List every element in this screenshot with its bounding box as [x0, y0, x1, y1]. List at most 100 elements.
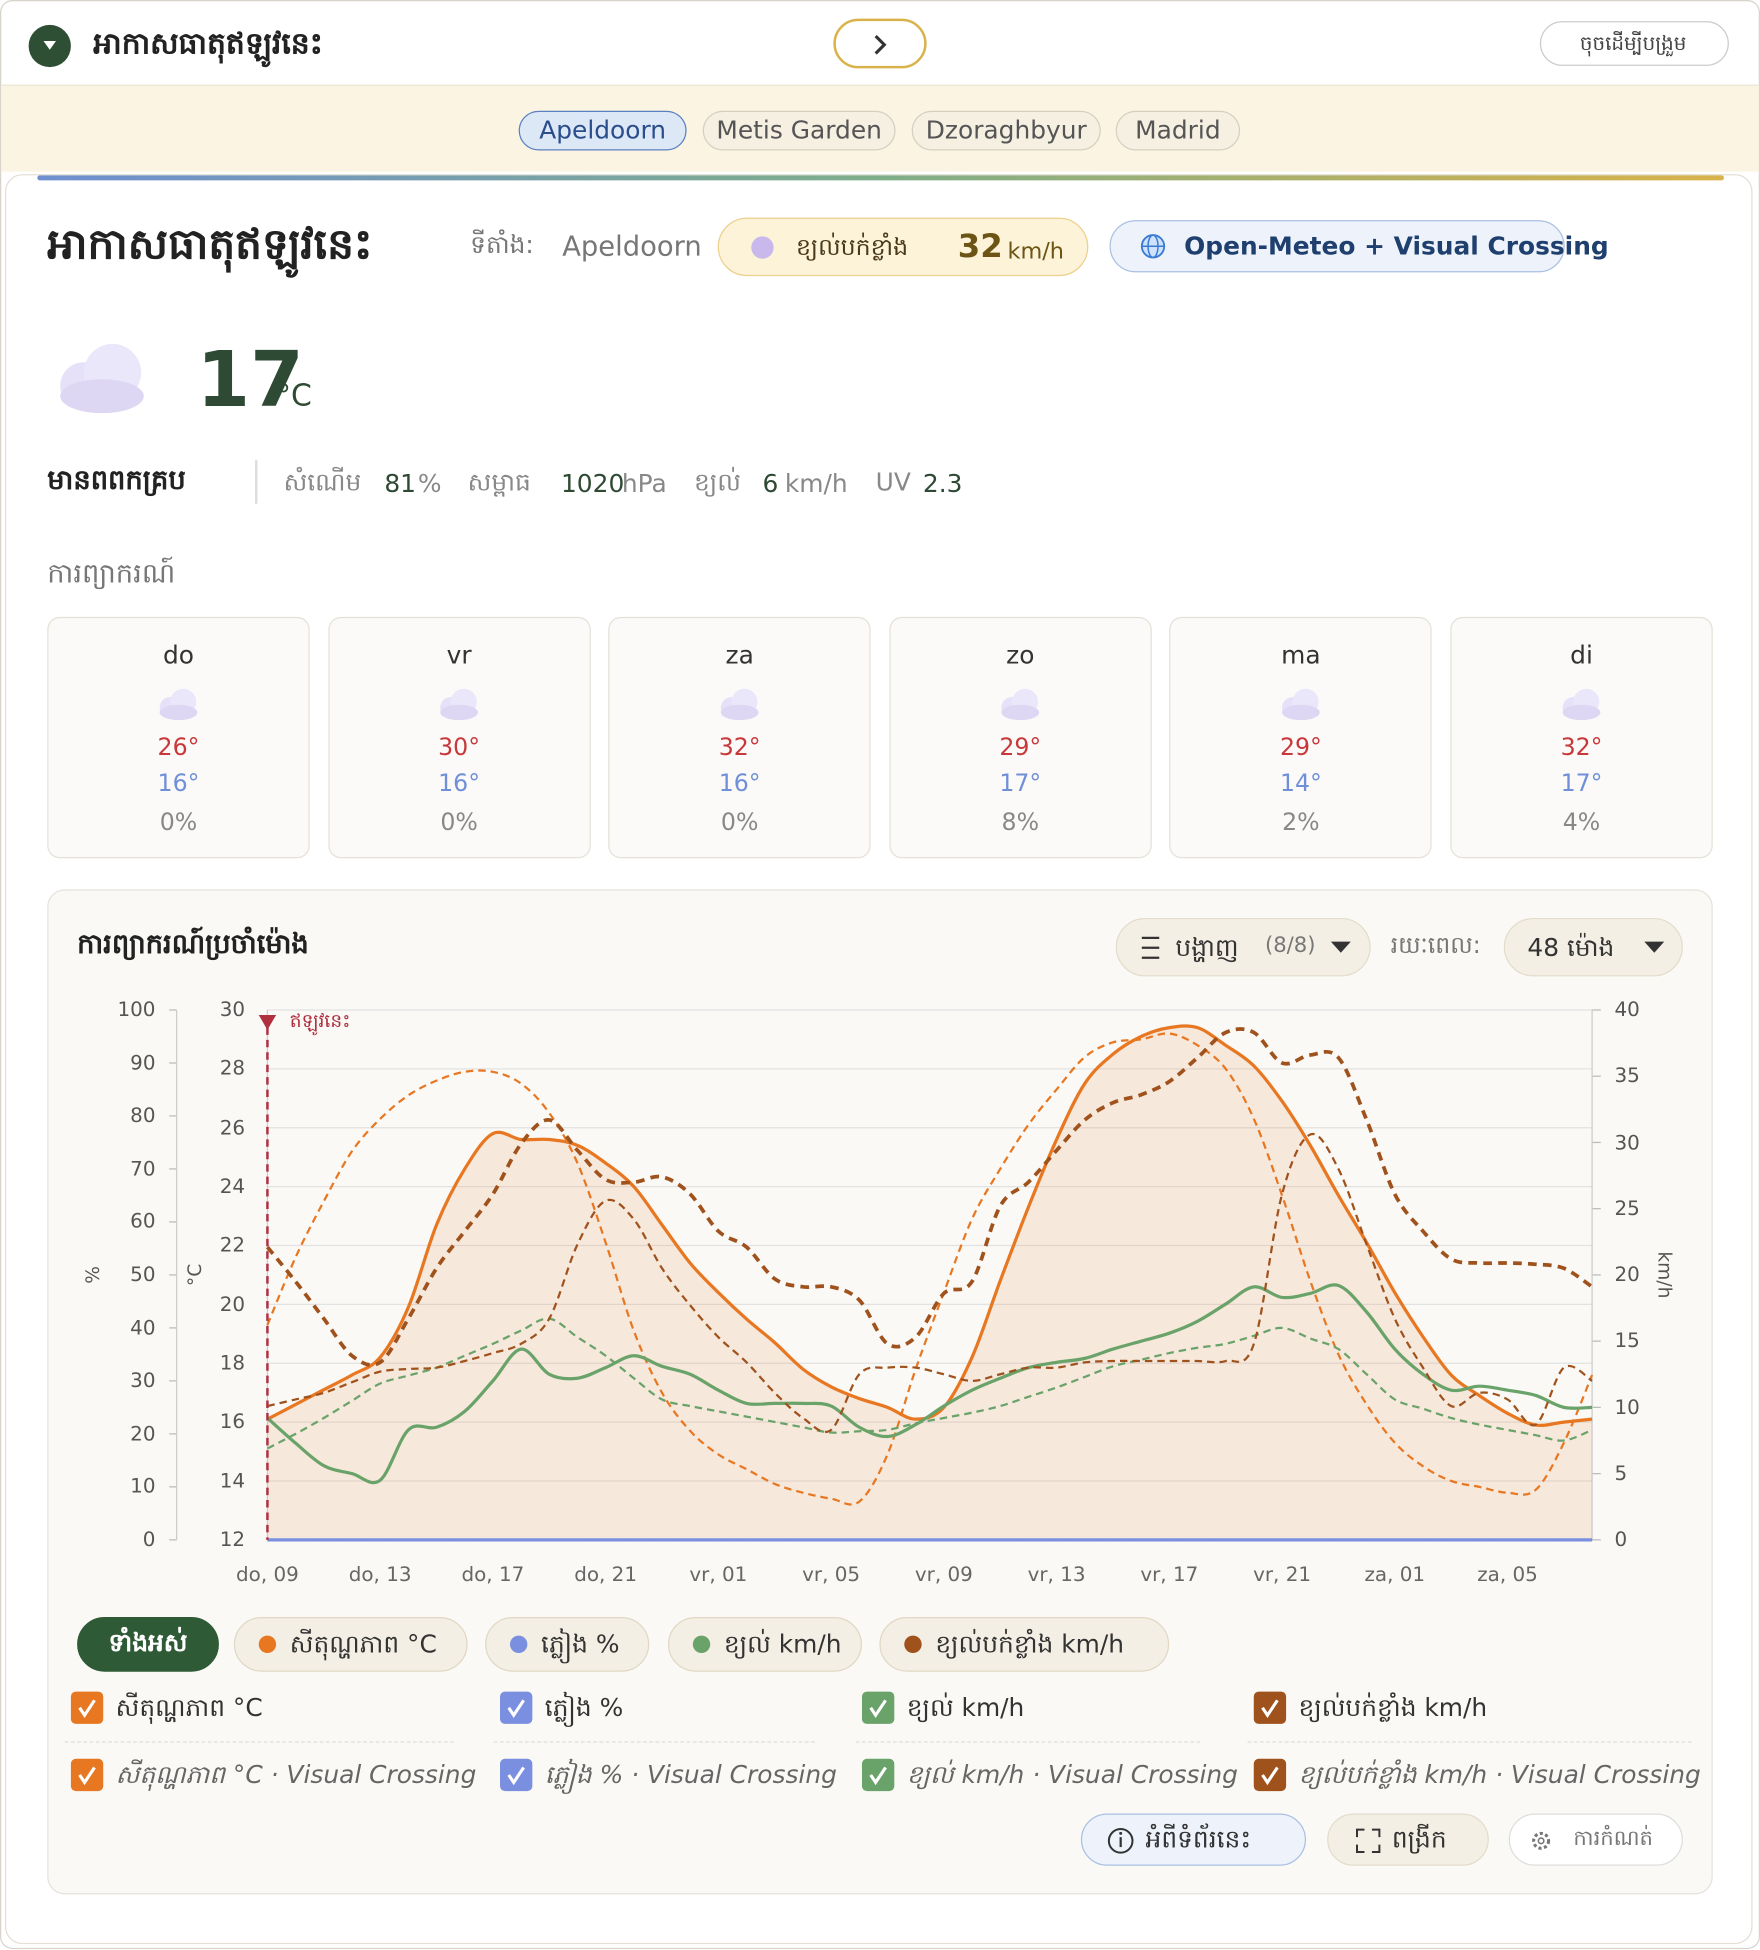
- day-name: za: [725, 639, 754, 670]
- accent-bar: [37, 175, 1724, 181]
- x-tick-label: vr, 21: [1253, 1562, 1312, 1586]
- location-tab[interactable]: [702, 110, 896, 151]
- chip-label: ទាំងអស់: [108, 1627, 188, 1658]
- location-label: ទីតាំង:: [470, 229, 534, 260]
- x-tick-label: do, 13: [348, 1562, 412, 1586]
- detail-label: សម្ពាធ: [467, 467, 531, 497]
- y2-tick-label: 35: [1614, 1063, 1640, 1088]
- day-precip: 0%: [720, 808, 759, 837]
- nav-button[interactable]: [833, 18, 927, 69]
- detail-label: សំណើម: [283, 467, 362, 497]
- chip-label: ខ្យល់ km/h: [723, 1628, 842, 1659]
- temperature-unit: °C: [276, 378, 312, 413]
- y2-tick-label: 20: [1614, 1262, 1640, 1287]
- chip-label: ខ្យល់បក់ខ្លាំង km/h: [935, 1628, 1125, 1659]
- y2-tick-label: 30: [1614, 1130, 1640, 1154]
- legend-label: សីតុណ្ហភាព °C: [115, 1692, 263, 1723]
- y-tick-label: 16: [219, 1409, 246, 1434]
- tab-label: Dzoraghbyur: [925, 115, 1087, 145]
- display-label: បង្ហាញ: [1175, 932, 1239, 963]
- period-value: 48 ម៉ោង: [1527, 932, 1615, 963]
- y2-tick-label: 5: [1614, 1461, 1628, 1485]
- separator: [855, 1741, 1201, 1743]
- day-high: 29°: [1279, 734, 1322, 762]
- day-low: 17°: [999, 770, 1042, 798]
- location-tab[interactable]: [518, 110, 687, 151]
- collapse-label: ចុចដើម្បីបង្រួម: [1579, 31, 1687, 55]
- y-axis-label: °C: [183, 1263, 207, 1287]
- series-checkbox[interactable]: [500, 1690, 535, 1725]
- detail-unit: km/h: [784, 468, 848, 499]
- day-low: 16°: [438, 770, 481, 798]
- source-badge: [1109, 220, 1565, 273]
- day-low: 14°: [1279, 770, 1322, 798]
- day-high: 32°: [1560, 734, 1603, 762]
- series-checkbox[interactable]: [862, 1758, 897, 1793]
- legend-label: ភ្លៀង % · Visual Crossing: [544, 1759, 837, 1790]
- section-title: ការព្យាករណ៍: [47, 558, 176, 590]
- legend-label: ភ្លៀង %: [544, 1692, 624, 1723]
- x-tick-label: do, 21: [574, 1562, 638, 1586]
- x-tick-label: do, 17: [461, 1562, 525, 1586]
- button-label: អំពីទំព័រនេះ: [1145, 1824, 1252, 1854]
- y-tick-label: 24: [219, 1174, 246, 1198]
- gust-label: ខ្យល់បក់ខ្លាំង: [796, 233, 909, 262]
- series-checkbox[interactable]: [862, 1690, 897, 1725]
- detail-label: ខ្យល់: [694, 467, 741, 497]
- x-tick-label: do, 09: [236, 1562, 299, 1586]
- detail-value: 1020: [560, 468, 625, 499]
- y2-tick-label: 25: [1614, 1196, 1640, 1220]
- hourly-card: [47, 889, 1713, 1895]
- day-precip: 0%: [440, 808, 478, 837]
- x-tick-label: za, 01: [1364, 1562, 1426, 1586]
- legend-label: សីតុណ្ហភាព °C · Visual Crossing: [115, 1759, 477, 1790]
- y2-axis-label: km/h: [1653, 1251, 1676, 1299]
- y2-tick-label: 0: [1614, 1527, 1628, 1552]
- filter-chip[interactable]: [77, 1616, 219, 1672]
- x-tick-label: vr, 05: [802, 1562, 861, 1586]
- y3-tick-label: 80: [130, 1103, 156, 1128]
- detail-value: 2.3: [922, 468, 963, 499]
- day-name: vr: [446, 639, 472, 670]
- chip-label: សីតុណ្ហភាព °C: [289, 1628, 437, 1659]
- y-tick-label: 14: [219, 1468, 246, 1493]
- display-dropdown[interactable]: [1115, 917, 1371, 977]
- header-title: អាកាសធាតុឥឡូវនេះ: [93, 26, 323, 61]
- source-label: Open-Meteo + Visual Crossing: [1184, 230, 1609, 261]
- series-checkbox[interactable]: [71, 1690, 106, 1725]
- footer-button[interactable]: [1327, 1813, 1489, 1866]
- now-label: ឥឡូវនេះ: [289, 1009, 351, 1032]
- location-tab[interactable]: [1115, 110, 1241, 151]
- x-tick-label: za, 05: [1477, 1562, 1538, 1586]
- x-tick-label: vr, 17: [1140, 1562, 1199, 1586]
- separator: [64, 1741, 454, 1743]
- y2-tick-label: 15: [1614, 1328, 1640, 1353]
- card-title: អាកាសធាតុឥឡូវនេះ: [47, 219, 373, 270]
- filter-chip[interactable]: [879, 1616, 1170, 1672]
- separator: [493, 1741, 815, 1743]
- day-card: [47, 616, 310, 859]
- y3-tick-label: 70: [130, 1156, 156, 1181]
- location-tab[interactable]: [911, 110, 1101, 151]
- series-checkbox[interactable]: [1254, 1690, 1289, 1725]
- condition: មានពពកគ្រប: [47, 465, 186, 497]
- period-label: រយៈពេល:: [1390, 931, 1481, 960]
- y3-tick-label: 30: [130, 1368, 156, 1393]
- series-checkbox[interactable]: [71, 1758, 106, 1793]
- collapse-button[interactable]: [1539, 21, 1729, 66]
- y-tick-label: 20: [219, 1291, 246, 1316]
- day-card: [1169, 616, 1433, 859]
- y3-tick-label: 50: [130, 1262, 156, 1287]
- y3-tick-label: 10: [130, 1474, 156, 1499]
- legend-label: ខ្យល់បក់ខ្លាំង km/h: [1298, 1692, 1488, 1723]
- tab-label: Metis Garden: [716, 115, 882, 145]
- gust-badge: [717, 217, 1089, 277]
- day-card: [889, 616, 1152, 859]
- y2-tick-label: 40: [1614, 997, 1640, 1022]
- series-checkbox[interactable]: [500, 1758, 535, 1793]
- gust-value: 32: [957, 228, 1003, 266]
- series-checkbox[interactable]: [1254, 1758, 1289, 1793]
- day-precip: 2%: [1282, 808, 1320, 837]
- day-low: 16°: [157, 770, 200, 798]
